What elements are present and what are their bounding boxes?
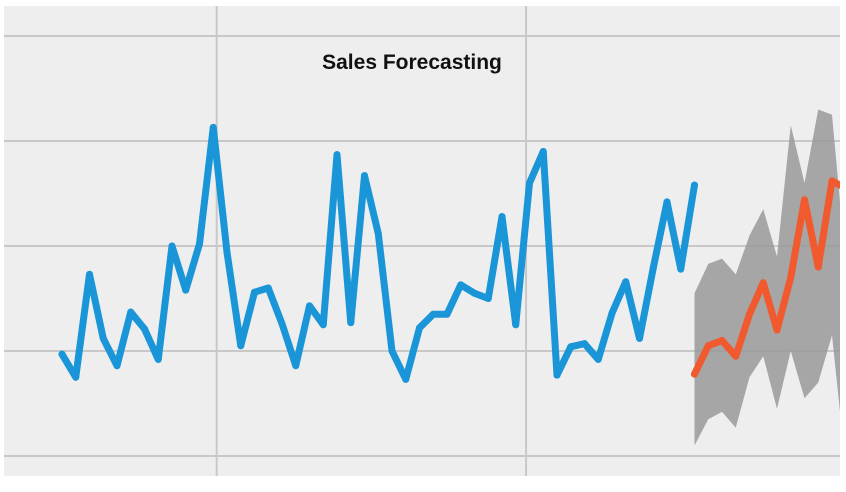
actual-data-point bbox=[264, 284, 272, 292]
actual-data-point bbox=[347, 319, 355, 327]
actual-data-point bbox=[526, 179, 533, 187]
confidence-band bbox=[694, 109, 840, 446]
actual-data-point bbox=[127, 308, 135, 316]
actual-data-point bbox=[498, 213, 506, 221]
actual-data-point bbox=[182, 286, 190, 294]
actual-data-point bbox=[402, 375, 410, 383]
actual-data-point bbox=[443, 310, 451, 318]
forecast-data-point bbox=[691, 370, 698, 378]
actual-data-point bbox=[58, 350, 66, 358]
actual-data-point bbox=[663, 198, 671, 206]
forecast-data-point bbox=[787, 274, 795, 281]
forecast-data-point bbox=[718, 337, 726, 344]
forecast-data-point bbox=[842, 185, 846, 192]
forecast-data-point bbox=[732, 352, 740, 360]
forecast-data-point bbox=[759, 279, 767, 287]
actual-data-point bbox=[168, 242, 176, 250]
actual-data-point bbox=[622, 278, 630, 286]
actual-data-point bbox=[471, 289, 478, 297]
actual-data-point bbox=[388, 347, 396, 355]
actual-data-point bbox=[251, 288, 258, 296]
actual-data-point bbox=[636, 334, 643, 342]
actual-data-point bbox=[306, 302, 313, 310]
actual-data-point bbox=[292, 362, 300, 370]
actual-data-point bbox=[567, 343, 575, 351]
forecast-data-point bbox=[773, 326, 781, 334]
forecast-data-point bbox=[828, 177, 836, 185]
confidence-band-layer bbox=[694, 109, 840, 446]
actual-data-point bbox=[416, 324, 423, 332]
actual-data-point bbox=[72, 373, 80, 381]
actual-data-point bbox=[512, 321, 520, 329]
actual-data-point bbox=[196, 240, 203, 248]
forecast-data-point bbox=[704, 342, 712, 350]
actual-data-point bbox=[677, 265, 685, 273]
actual-data-point bbox=[691, 181, 698, 189]
actual-data-point bbox=[113, 362, 121, 370]
gridlines bbox=[4, 6, 840, 476]
forecast-data-point bbox=[801, 196, 808, 204]
actual-data-point bbox=[581, 340, 588, 348]
actual-data-point bbox=[333, 151, 341, 159]
actual-data-point bbox=[209, 123, 217, 131]
actual-data-point bbox=[141, 325, 148, 333]
actual-data-point bbox=[429, 310, 437, 318]
actual-data-point bbox=[608, 309, 616, 317]
actual-data-point bbox=[594, 355, 602, 363]
actual-data-point bbox=[539, 148, 547, 155]
actual-data-point bbox=[278, 320, 286, 328]
actual-data-point bbox=[374, 229, 382, 237]
actual-data-point bbox=[86, 270, 93, 278]
actual-data-point bbox=[223, 248, 231, 256]
forecast-data-point bbox=[814, 263, 822, 271]
actual-data-point bbox=[237, 342, 245, 350]
actual-data-point bbox=[154, 355, 162, 363]
forecast-data-point bbox=[746, 310, 753, 318]
actual-data-point bbox=[649, 264, 657, 272]
actual-data-point bbox=[553, 371, 561, 379]
actual-data-point bbox=[99, 334, 107, 342]
actual-data-point bbox=[457, 281, 465, 289]
actual-data-point bbox=[361, 172, 368, 180]
data-points bbox=[58, 123, 846, 383]
actual-data-point bbox=[319, 321, 327, 329]
chart-title: Sales Forecasting bbox=[322, 51, 502, 74]
actual-data-point bbox=[484, 295, 492, 302]
